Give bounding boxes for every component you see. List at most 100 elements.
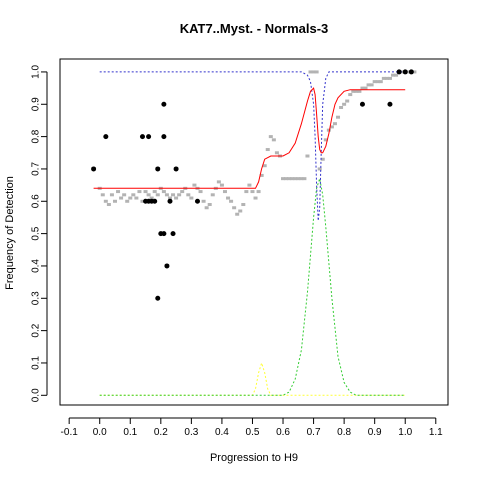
smoothed-point: [229, 199, 234, 203]
x-tick-label: 1.1: [429, 427, 443, 438]
y-tick-label: 1.0: [31, 65, 42, 79]
smoothed-point: [250, 190, 255, 194]
smoothed-point: [320, 157, 325, 161]
smoothed-point: [232, 206, 237, 210]
smoothed-point: [106, 203, 111, 207]
smoothed-point: [149, 196, 154, 200]
smoothed-point: [296, 177, 301, 181]
smoothed-point: [186, 193, 191, 197]
smoothed-point: [222, 190, 227, 194]
smoothed-point: [174, 196, 179, 200]
data-point: [103, 134, 109, 140]
smoothed-point: [244, 190, 249, 194]
smoothed-point: [339, 106, 344, 110]
smoothed-point: [332, 122, 337, 126]
x-tick-label: 1.0: [398, 427, 412, 438]
yellow-density-line: [99, 361, 406, 396]
data-point: [194, 198, 200, 204]
green-density-line: [99, 178, 406, 396]
plot-frame: [59, 58, 449, 406]
smoothed-point: [274, 151, 279, 155]
smoothed-point: [152, 190, 157, 194]
smoothed-point: [323, 138, 328, 142]
smoothed-point: [192, 183, 197, 187]
smoothed-point: [219, 183, 224, 187]
x-tick-label: 0.5: [246, 427, 260, 438]
smoothed-point: [281, 177, 286, 181]
x-tick-label: 0.9: [368, 427, 382, 438]
smoothed-point: [271, 138, 276, 142]
data-point: [139, 134, 145, 140]
x-tick-label: 0.7: [307, 427, 321, 438]
y-tick-label: 0.6: [31, 194, 42, 208]
smoothed-point: [112, 199, 117, 203]
smoothed-point: [354, 89, 359, 93]
smoothed-point: [125, 199, 130, 203]
smoothed-point: [412, 70, 417, 74]
smoothed-point: [326, 128, 331, 132]
smoothed-point: [372, 80, 377, 84]
smoothed-point: [119, 196, 124, 200]
x-tick-label: 0.6: [276, 427, 290, 438]
x-tick-label: 0.2: [154, 427, 168, 438]
smoothed-point: [259, 173, 264, 177]
smoothed-point: [238, 209, 243, 213]
smoothed-point: [247, 183, 252, 187]
smoothed-point: [387, 76, 392, 80]
smoothed-point: [143, 190, 148, 194]
smoothed-point: [128, 196, 133, 200]
chart-title: KAT7..Myst. - Normals-3: [180, 21, 329, 36]
data-point: [152, 198, 158, 204]
x-tick-label: 0.4: [215, 427, 229, 438]
smoothed-point: [180, 190, 185, 194]
smoothed-point: [122, 193, 127, 197]
smoothed-point: [378, 80, 383, 84]
smoothed-point: [134, 196, 139, 200]
smoothed-point: [198, 190, 203, 194]
y-tick-label: 0.3: [31, 291, 42, 305]
smoothed-point: [216, 180, 221, 184]
y-tick-label: 0.1: [31, 356, 42, 370]
x-axis: -0.1 0.0 0.1 0.2 0.3 0.4 0.5 0.6 0.7 0.8 0.9 1.0 1.1: [61, 417, 443, 438]
x-axis-label: Progression to H9: [210, 452, 298, 464]
data-point: [161, 231, 167, 237]
y-axis-label: Frequency of Detection: [4, 176, 16, 290]
smoothed-point: [369, 83, 374, 87]
fit-lines: [93, 71, 406, 396]
smoothed-point: [314, 70, 319, 74]
smoothed-point: [268, 135, 273, 139]
smoothed-point: [116, 190, 121, 194]
smoothed-point: [357, 89, 362, 93]
smoothed-point: [201, 199, 206, 203]
smoothed-point: [391, 73, 396, 77]
data-point: [408, 69, 414, 75]
smoothed-point: [400, 70, 405, 74]
smoothed-point: [210, 193, 215, 197]
smoothed-point: [137, 190, 142, 194]
smoothed-point: [226, 196, 231, 200]
y-axis: 0.0 0.1 0.2 0.3 0.4 0.5 0.6 0.7 0.8 0.9 1.0: [31, 65, 48, 402]
smoothed-point: [336, 115, 341, 119]
smoothed-point: [351, 89, 356, 93]
data-point: [359, 101, 365, 107]
data-point: [164, 263, 170, 269]
smoothed-point: [167, 196, 172, 200]
smoothed-point: [348, 93, 353, 97]
smoothed-point: [253, 196, 258, 200]
smoothed-point: [265, 148, 270, 152]
smoothed-point: [146, 193, 151, 197]
x-tick-label: 0.8: [337, 427, 351, 438]
smoothed-point: [394, 73, 399, 77]
smoothed-point: [308, 70, 313, 74]
smoothed-point: [384, 76, 389, 80]
observed-points: [91, 69, 414, 301]
smoothed-point: [164, 193, 169, 197]
data-point: [146, 134, 152, 140]
smoothed-point: [161, 190, 166, 194]
smoothed-point: [317, 167, 322, 171]
x-tick-label: -0.1: [61, 427, 79, 438]
x-tick-label: 0.1: [123, 427, 137, 438]
smoothed-point: [381, 76, 386, 80]
data-point: [173, 166, 179, 172]
